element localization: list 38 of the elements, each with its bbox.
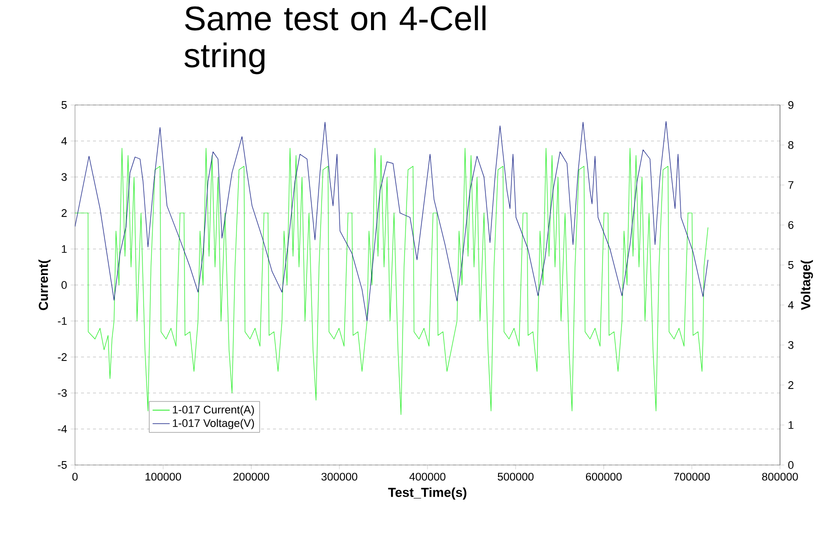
y-tick-label: -5 <box>58 461 67 469</box>
y2-tick-label: 8 <box>788 141 794 149</box>
x-tick-label: 300000 <box>321 472 358 481</box>
x-tick-label: 600000 <box>586 472 622 481</box>
y2-tick-label: 2 <box>788 381 794 389</box>
y2-tick-label: 0 <box>788 461 794 469</box>
x-tick-label: 400000 <box>409 472 446 481</box>
y-tick-label: 3 <box>62 173 67 181</box>
y2-tick-label: 9 <box>788 101 794 109</box>
y2-tick-label: 7 <box>788 181 794 189</box>
y2-tick-label: 6 <box>788 221 794 229</box>
x-axis-title: Test_Time(s) <box>388 487 466 500</box>
y-tick-label: 0 <box>62 281 67 289</box>
x-tick-label: 500000 <box>498 472 534 481</box>
legend-label: 1-017 Voltage(V) <box>172 418 254 430</box>
chart-title: Same test on 4-Cell string <box>184 6 486 74</box>
y-tick-label: -2 <box>58 353 67 361</box>
x-tick-label: 800000 <box>762 472 798 481</box>
legend-label: 1-017 Current(A) <box>172 405 254 416</box>
y-tick-label: -3 <box>58 389 67 397</box>
y2-axis-title: Voltage( <box>800 260 813 310</box>
y2-tick-label: 5 <box>788 261 794 269</box>
y-tick-label: 2 <box>62 209 67 217</box>
y-tick-label: 4 <box>61 137 67 145</box>
y-tick-label: 5 <box>62 101 67 109</box>
y2-tick-label: 1 <box>788 421 794 429</box>
y2-tick-label: 3 <box>788 341 794 349</box>
y-tick-label: -4 <box>58 425 67 433</box>
x-tick-label: 700000 <box>674 472 710 481</box>
x-tick-label: 200000 <box>233 472 270 481</box>
y-tick-label: 1 <box>62 245 67 253</box>
x-tick-label: 100000 <box>146 472 182 481</box>
line-series <box>75 148 708 415</box>
y-tick-label: -1 <box>58 317 67 325</box>
x-tick-label: 0 <box>72 472 78 481</box>
line-series <box>75 121 708 322</box>
y-axis-title: Current( <box>38 259 51 310</box>
y2-tick-label: 4 <box>788 301 794 309</box>
